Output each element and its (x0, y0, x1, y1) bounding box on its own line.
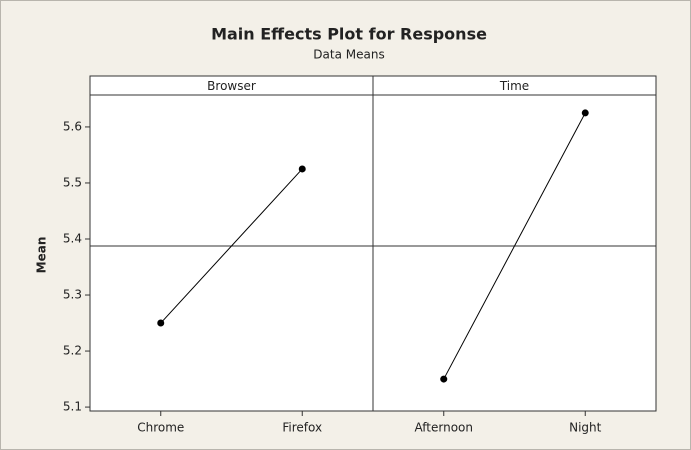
y-tick-label: 5.4 (63, 231, 82, 245)
effect-line (160, 168, 303, 324)
y-tick-label: 5.2 (63, 344, 82, 358)
x-tick-label: Night (569, 421, 602, 435)
panel-label: Browser (207, 79, 256, 93)
chart-title: Main Effects Plot for Response (211, 25, 487, 44)
x-tick-label: Afternoon (415, 421, 474, 435)
x-tick-label: Firefox (282, 421, 322, 435)
chart-subtitle: Data Means (313, 48, 384, 62)
y-tick-label: 5.6 (63, 119, 82, 133)
panel-label: Time (499, 79, 529, 93)
y-tick-label: 5.5 (63, 175, 82, 189)
point (298, 165, 306, 173)
point (157, 319, 165, 327)
point (440, 375, 448, 383)
point (581, 109, 589, 117)
effect-line (443, 112, 586, 380)
y-axis-label: Mean (35, 237, 49, 274)
y-tick-label: 5.3 (63, 288, 82, 302)
y-tick-label: 5.1 (63, 400, 82, 414)
x-tick-label: Chrome (137, 421, 184, 435)
